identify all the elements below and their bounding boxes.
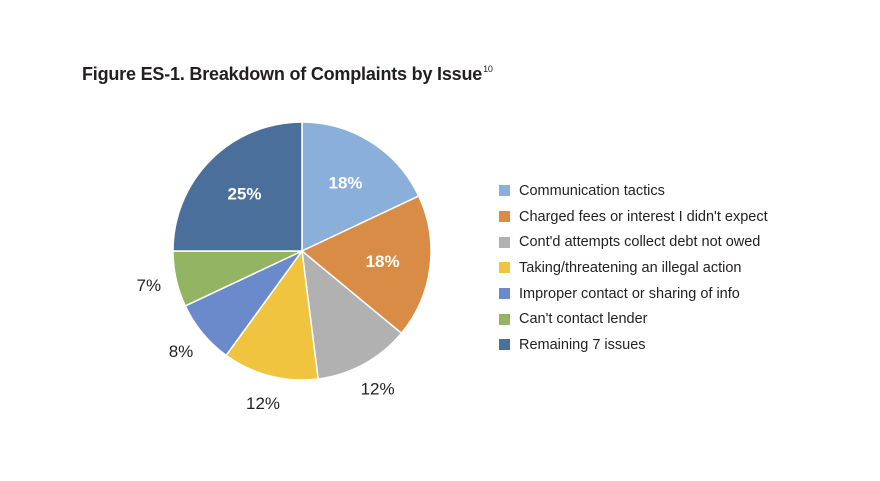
legend-label: Can't contact lender [519,311,648,328]
slice-label-can-t-contact-lender: 7% [137,276,162,295]
pie-slice-taking-threatening-an-illegal-action [225,250,319,381]
chart-title-footnote: 10 [483,64,493,74]
legend-item-remaining-7-issues: Remaining 7 issues [499,332,768,358]
legend-item-communication-tactics: Communication tactics [499,178,768,204]
slice-label-communication-tactics: 18% [328,173,362,192]
pie-slice-communication-tactics [301,121,420,252]
legend: Communication tactics Charged fees or int… [499,178,768,358]
legend-label: Communication tactics [519,182,665,199]
legend-item-can-t-contact-lender: Can't contact lender [499,306,768,332]
legend-item-improper-contact-or-sharing-of-info: Improper contact or sharing of info [499,281,768,307]
legend-swatch [499,288,510,300]
slice-label-cont-d-attempts-collect-debt-not-owed: 12% [361,380,395,399]
legend-swatch [499,262,510,274]
legend-label: Remaining 7 issues [519,336,646,353]
pie-slice-charged-fees-or-interest-i-didn-t-expect [301,195,432,334]
pie-slice-remaining-7-issues [172,121,303,252]
legend-swatch [499,211,510,223]
legend-swatch [499,236,510,248]
legend-swatch [499,313,510,325]
legend-item-cont-d-attempts-collect-debt-not-owed: Cont'd attempts collect debt not owed [499,229,768,255]
legend-item-taking-threatening-an-illegal-action: Taking/threatening an illegal action [499,255,768,281]
chart-title-text: Figure ES-1. Breakdown of Complaints by … [82,64,483,84]
legend-swatch [499,185,510,197]
slice-label-taking-threatening-an-illegal-action: 12% [246,394,280,413]
slice-label-charged-fees-or-interest-i-didn-t-expect: 18% [366,252,400,271]
legend-label: Cont'd attempts collect debt not owed [519,234,761,251]
legend-item-charged-fees-or-interest-i-didn-t-expect: Charged fees or interest I didn't expect [499,204,768,230]
slice-label-remaining-7-issues: 25% [227,185,261,204]
legend-label: Charged fees or interest I didn't expect [519,208,768,225]
legend-swatch [499,339,510,351]
slice-label-improper-contact-or-sharing-of-info: 8% [169,342,194,361]
pie-slice-cont-d-attempts-collect-debt-not-owed [301,250,403,380]
legend-label: Improper contact or sharing of info [519,285,740,302]
chart-title: Figure ES-1. Breakdown of Complaints by … [82,64,493,85]
legend-label: Taking/threatening an illegal action [519,259,742,276]
